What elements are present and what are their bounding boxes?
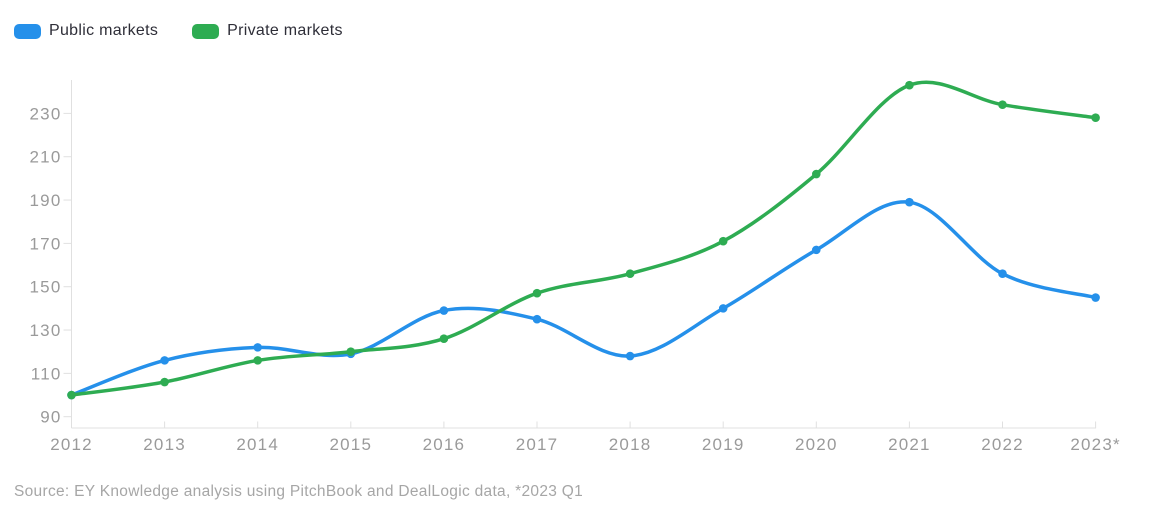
- y-tick-label: 90: [40, 408, 61, 427]
- x-tick-label: 2012: [50, 435, 93, 454]
- series-point-private-markets-2013[interactable]: [160, 377, 169, 387]
- series-point-public-markets-2021[interactable]: [905, 197, 914, 207]
- y-tick-label: 210: [30, 148, 62, 167]
- series-point-public-markets-2018[interactable]: [625, 351, 635, 361]
- y-tick-label: 190: [30, 191, 62, 210]
- x-tick-label: 2016: [423, 435, 466, 454]
- legend-label-private: Private markets: [227, 22, 343, 39]
- series-point-private-markets-2018[interactable]: [625, 269, 635, 279]
- series-point-public-markets-2017[interactable]: [532, 314, 542, 324]
- y-tick-label: 150: [30, 278, 62, 297]
- x-tick-label: 2022: [981, 435, 1024, 454]
- series-point-private-markets-2012[interactable]: [67, 390, 76, 400]
- y-tick-label: 130: [30, 321, 62, 340]
- series-point-private-markets-2014[interactable]: [253, 356, 262, 365]
- y-tick-label: 230: [30, 104, 62, 123]
- x-tick-label: 2017: [516, 435, 559, 454]
- series-point-public-markets-2022[interactable]: [998, 269, 1007, 279]
- series-point-private-markets-2021[interactable]: [905, 80, 914, 90]
- x-tick-label: 2021: [888, 435, 931, 454]
- chart-legend: Public markets Private markets: [14, 22, 343, 40]
- legend-item-public-markets[interactable]: Public markets: [14, 22, 158, 40]
- series-point-public-markets-2020[interactable]: [812, 245, 821, 255]
- x-tick-label: 2015: [329, 435, 372, 454]
- series-point-private-markets-2019[interactable]: [718, 236, 728, 246]
- series-point-private-markets-2015[interactable]: [346, 347, 356, 357]
- legend-label-public: Public markets: [49, 22, 159, 39]
- legend-swatch-public-icon: [14, 23, 41, 39]
- y-tick-label: 110: [31, 364, 62, 383]
- source-note: Source: EY Knowledge analysis using Pitc…: [14, 483, 584, 500]
- series-point-public-markets-2013[interactable]: [160, 356, 169, 365]
- series-point-private-markets-2023[interactable]: [1091, 113, 1100, 123]
- legend-swatch-private-icon: [192, 23, 220, 39]
- x-tick-label: 2018: [609, 435, 652, 454]
- x-tick-label: 2019: [702, 435, 745, 454]
- x-tick-label: 2023*: [1070, 435, 1120, 454]
- series-point-private-markets-2020[interactable]: [812, 169, 821, 179]
- x-tick-label: 2020: [795, 435, 838, 454]
- x-tick-label: 2014: [236, 435, 279, 454]
- series-point-public-markets-2014[interactable]: [253, 343, 262, 352]
- legend-item-private-markets[interactable]: Private markets: [192, 22, 343, 40]
- series-point-private-markets-2017[interactable]: [532, 288, 542, 298]
- series-point-public-markets-2019[interactable]: [718, 304, 728, 313]
- series-point-public-markets-2023[interactable]: [1091, 293, 1100, 302]
- series-point-private-markets-2016[interactable]: [439, 334, 449, 344]
- x-tick-label: 2013: [143, 435, 186, 454]
- series-point-private-markets-2022[interactable]: [998, 100, 1007, 110]
- y-tick-label: 170: [30, 234, 62, 253]
- series-point-public-markets-2016[interactable]: [439, 306, 449, 315]
